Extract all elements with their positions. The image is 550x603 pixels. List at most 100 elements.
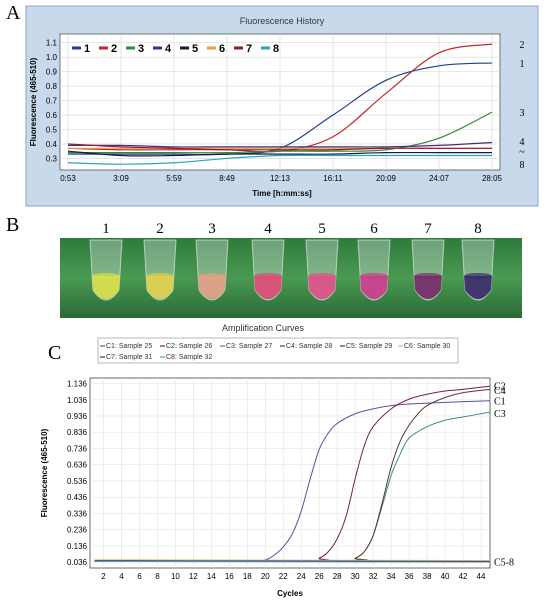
tube-number-label: 6 — [370, 221, 378, 237]
chart-c-xtick-label: 14 — [207, 572, 216, 581]
tube-number-label: 5 — [318, 221, 326, 237]
chart-a-series-line-3 — [67, 111, 493, 154]
reaction-tube-4 — [251, 239, 285, 301]
chart-c-ytick-label: 0.736 — [67, 444, 88, 453]
chart-c-legend-label: C3: Sample 27 — [226, 343, 272, 350]
chart-c-legend-label: C8: Sample 32 — [166, 354, 212, 361]
chart-c-plot-area — [89, 377, 491, 569]
fluorescence-history-chart: Fluorescence History Time [h:mm:ss] Fluo… — [25, 5, 539, 207]
chart-a-ytick-label: 1.1 — [46, 39, 58, 48]
chart-a-legend-label: 7 — [246, 43, 252, 55]
chart-c-ytick-label: 1.036 — [67, 396, 88, 405]
chart-c-xtick-label: 44 — [477, 572, 486, 581]
chart-a-xlabel: Time [h:mm:ss] — [252, 189, 312, 198]
reaction-tube-6 — [357, 239, 391, 301]
tube-number-label: 7 — [424, 221, 432, 237]
chart-c-xtick-label: 2 — [101, 572, 106, 581]
chart-a-ytick-label: 0.5 — [46, 125, 58, 134]
chart-c-xtick-label: 42 — [459, 572, 468, 581]
chart-a-series-line-8 — [67, 154, 492, 165]
chart-a-ytick-label: 0.6 — [46, 111, 58, 120]
chart-c-xtick-label: 10 — [171, 572, 180, 581]
chart-c-xtick-label: 20 — [261, 572, 270, 581]
tube-liquid — [92, 276, 120, 299]
chart-c-legend-box — [97, 337, 459, 364]
chart-a-end-label: ~ — [519, 147, 525, 158]
chart-a-ytick-label: 0.8 — [46, 82, 58, 91]
chart-a-end-label: 2 — [520, 40, 525, 51]
chart-c-xtick-label: 36 — [405, 572, 414, 581]
panel-letter-c: C — [48, 342, 62, 364]
chart-c-xtick-label: 18 — [243, 572, 252, 581]
chart-a-ytick-label: 0.9 — [46, 68, 58, 77]
chart-c-xtick-label: 8 — [155, 572, 160, 581]
chart-a-end-label: 8 — [520, 160, 525, 171]
chart-a-xtick-label: 24:07 — [429, 174, 450, 183]
tube-liquid — [414, 276, 442, 299]
chart-c-ytick-label: 0.436 — [67, 493, 88, 502]
reaction-tube-3 — [195, 239, 229, 301]
chart-c-xtick-label: 34 — [387, 572, 396, 581]
chart-c-ytick-label: 0.636 — [67, 461, 88, 470]
tube-number-label: 4 — [264, 221, 272, 237]
reaction-tube-1 — [89, 239, 123, 301]
chart-c-xtick-label: 40 — [441, 572, 450, 581]
tube-number-label: 8 — [474, 221, 482, 237]
chart-c-legend-label: C1: Sample 25 — [106, 343, 152, 350]
chart-c-end-label: C1 — [494, 397, 506, 408]
chart-c-ytick-label: 0.336 — [67, 509, 88, 518]
chart-a-series-line-7 — [67, 143, 492, 151]
amplification-curves-chart: Amplification Curves C1: Sample 25 C2: Sa… — [40, 323, 514, 598]
chart-a-xtick-label: 12:13 — [270, 174, 291, 183]
chart-c-xtick-label: 22 — [279, 572, 288, 581]
panel-letter-a: A — [6, 2, 21, 24]
chart-c-end-label: C3 — [494, 409, 506, 420]
chart-c-series-line-6 — [94, 559, 491, 562]
chart-c-xlabel: Cycles — [277, 589, 303, 598]
tube-number-label: 2 — [156, 221, 164, 237]
chart-c-series-line-8 — [94, 561, 491, 563]
chart-a-legend-label: 5 — [192, 43, 198, 55]
chart-c-xtick-label: 24 — [297, 572, 306, 581]
chart-a-ytick-label: 0.7 — [46, 97, 58, 106]
photo-background — [60, 238, 522, 318]
chart-c-end-label: C5-8 — [494, 558, 514, 569]
reaction-tube-5 — [305, 239, 339, 301]
tube-number-labels: 1 2 3 4 5 6 7 8 — [102, 221, 482, 237]
tube-liquid — [464, 276, 492, 299]
tube-liquid — [254, 276, 282, 299]
chart-a-ytick-label: 0.3 — [46, 154, 58, 163]
chart-c-end-label: C4 — [494, 386, 506, 397]
chart-c-xtick-label: 38 — [423, 572, 432, 581]
tube-liquid — [146, 276, 174, 299]
chart-a-ylabel: Fluorescence (465-510) — [29, 57, 38, 146]
reaction-tube-8 — [461, 239, 495, 301]
chart-a-legend-label: 6 — [219, 43, 225, 55]
chart-a-ytick-label: 1.0 — [46, 53, 58, 62]
chart-c-xtick-label: 28 — [333, 572, 342, 581]
chart-c-xtick-label: 4 — [119, 572, 124, 581]
chart-a-title: Fluorescence History — [240, 16, 325, 26]
chart-c-ytick-label: 0.136 — [67, 542, 88, 551]
chart-a-xtick-label: 28:05 — [482, 174, 503, 183]
chart-c-series-line-2 — [94, 385, 491, 562]
chart-a-xtick-label: 0:53 — [60, 174, 76, 183]
chart-c-xtick-label: 30 — [351, 572, 360, 581]
chart-a-series-line-4 — [67, 141, 493, 148]
chart-a-legend-label: 1 — [84, 43, 90, 55]
chart-a-xtick-label: 8:49 — [219, 174, 235, 183]
chart-a-xtick-label: 20:09 — [376, 174, 397, 183]
reaction-tubes-photo — [60, 238, 522, 318]
chart-a-legend-label: 8 — [273, 43, 279, 55]
panel-letter-b: B — [6, 214, 20, 236]
chart-a-end-label: 1 — [520, 59, 525, 70]
chart-c-end-label: C2 — [494, 381, 506, 392]
chart-a-series-line-5 — [67, 150, 492, 157]
chart-c-legend-label: C2: Sample 26 — [166, 343, 212, 350]
chart-c-xtick-label: 26 — [315, 572, 324, 581]
chart-a-legend-label: 2 — [111, 43, 117, 55]
tube-number-label: 3 — [208, 221, 216, 237]
chart-c-legend-label: C7: Sample 31 — [106, 354, 152, 361]
chart-a-xtick-label: 3:09 — [113, 174, 129, 183]
tube-number-label: 1 — [102, 221, 110, 237]
